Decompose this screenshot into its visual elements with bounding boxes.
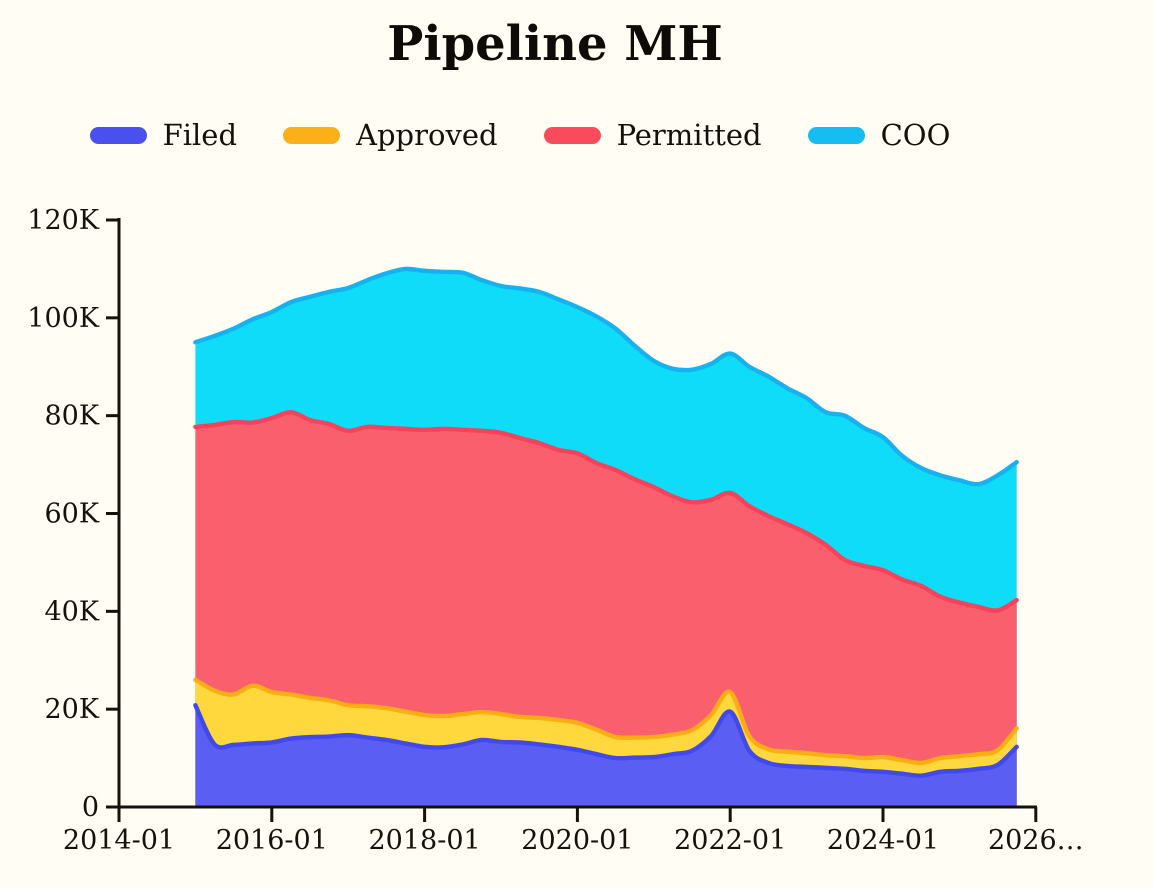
area-filed xyxy=(195,705,1017,807)
permitted-swatch-icon xyxy=(543,126,601,144)
chart-title: Pipeline MH xyxy=(387,16,723,72)
series-line-filed xyxy=(193,703,1019,778)
y-tick-label: 20K xyxy=(44,694,99,725)
x-tick-label: 2026… xyxy=(988,825,1084,856)
x-tick-label: 2020-01 xyxy=(521,825,633,856)
y-tick-label: 80K xyxy=(44,401,99,432)
x-tick-label: 2014-01 xyxy=(63,825,175,856)
x-tick-label: 2022-01 xyxy=(674,825,786,856)
filed-swatch-icon xyxy=(89,126,147,144)
y-tick-label: 120K xyxy=(27,205,100,236)
area-permitted xyxy=(195,412,1017,807)
legend-item-permitted[interactable]: Permitted xyxy=(543,118,762,152)
legend-item-approved[interactable]: Approved xyxy=(283,118,498,152)
series-line-permitted xyxy=(193,410,1019,613)
y-tick-label: 100K xyxy=(27,303,100,334)
legend-label: Approved xyxy=(356,118,498,152)
legend-item-filed[interactable]: Filed xyxy=(89,118,238,152)
legend-item-coo[interactable]: COO xyxy=(807,118,951,152)
y-tick-label: 60K xyxy=(44,499,99,530)
legend-label: COO xyxy=(880,118,951,152)
legend: Filed Approved Permitted COO xyxy=(0,118,1040,152)
x-tick-label: 2024-01 xyxy=(827,825,939,856)
y-tick-label: 40K xyxy=(44,596,99,627)
series-line-approved xyxy=(193,677,1019,766)
x-tick-label: 2018-01 xyxy=(368,825,480,856)
approved-swatch-icon xyxy=(283,126,341,144)
x-tick-label: 2016-01 xyxy=(216,825,328,856)
series-line-coo xyxy=(193,266,1019,487)
legend-label: Permitted xyxy=(616,118,762,152)
legend-label: Filed xyxy=(162,118,238,152)
y-tick-label: 0 xyxy=(82,792,99,823)
coo-swatch-icon xyxy=(807,126,865,144)
